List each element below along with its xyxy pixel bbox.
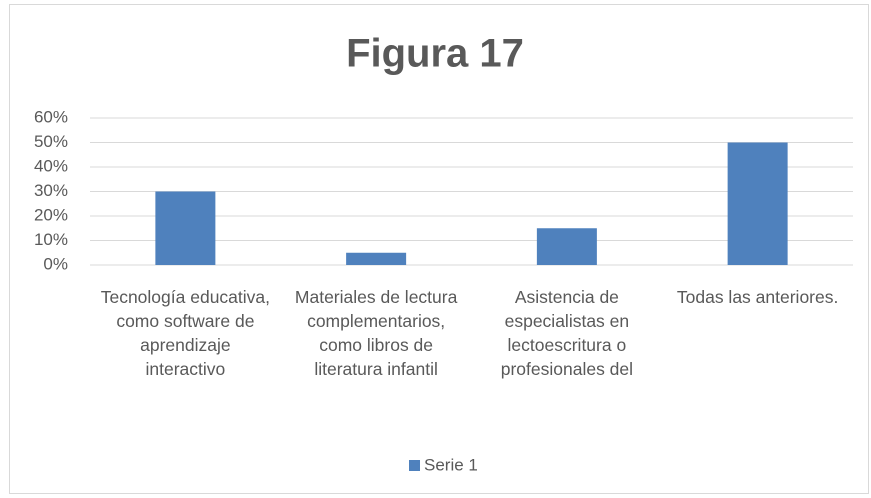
x-tick-label: Todas las anteriores. [676, 287, 839, 307]
legend-label: Serie 1 [424, 455, 478, 474]
y-tick-label: 20% [34, 205, 68, 224]
y-tick-label: 60% [34, 107, 68, 126]
y-tick-label: 30% [34, 181, 68, 200]
y-tick-label: 0% [43, 254, 68, 273]
bar [155, 191, 216, 265]
legend-swatch [409, 460, 420, 471]
x-tick-label: Tecnología educativa, como software de a… [100, 287, 271, 379]
bar [727, 142, 788, 265]
chart-border [9, 4, 869, 494]
chart-title: Figura 17 [346, 32, 524, 76]
x-tick-label: Materiales de lectura complementarios, c… [294, 287, 458, 379]
y-tick-label: 50% [34, 132, 68, 151]
y-tick-label: 40% [34, 156, 68, 175]
bar [346, 252, 407, 265]
y-tick-label: 10% [34, 230, 68, 249]
x-tick-label: Asistencia de especialistas en lectoescr… [500, 287, 634, 379]
bar [536, 228, 597, 265]
